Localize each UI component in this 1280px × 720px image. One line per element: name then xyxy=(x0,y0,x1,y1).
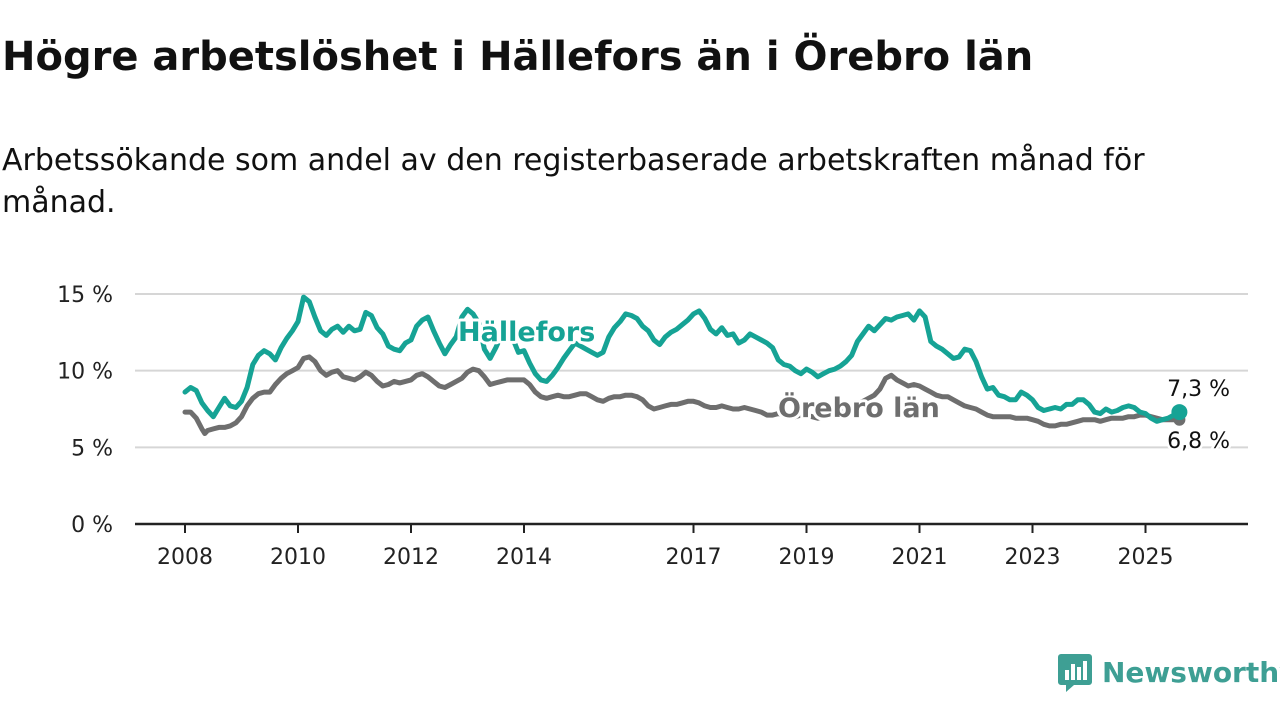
x-tick-label: 2008 xyxy=(157,545,213,570)
series-line-orebro xyxy=(182,354,1182,436)
series-label-orebro: Örebro län xyxy=(778,391,940,424)
series-labels: Hällefors Örebro län 7,3 % 6,8 % xyxy=(455,314,1233,457)
x-tick-label: 2012 xyxy=(383,545,439,570)
end-point-hallefors xyxy=(1171,404,1188,421)
series-label-hallefors: Hällefors xyxy=(458,317,595,348)
x-tick-label: 2023 xyxy=(1005,545,1061,570)
y-tick-label: 0 % xyxy=(71,513,113,538)
x-tick-label: 2010 xyxy=(270,545,326,570)
x-tick-label: 2021 xyxy=(892,545,948,570)
x-tick-label: 2025 xyxy=(1118,545,1174,570)
y-tick-label: 15 % xyxy=(57,283,113,308)
end-label-orebro: 6,8 % xyxy=(1167,429,1230,454)
x-tick-label: 2017 xyxy=(666,545,722,570)
newsworthy-icon xyxy=(1058,654,1092,692)
chart-title: Högre arbetslöshet i Hällefors än i Öreb… xyxy=(2,34,1034,80)
x-tick-label: 2019 xyxy=(779,545,835,570)
brand-name: Newsworthy xyxy=(1102,655,1280,689)
y-axis: 0 % 5 % 10 % 15 % xyxy=(57,283,113,538)
newsworthy-logo: Newsworthy xyxy=(1058,652,1280,692)
x-axis: 2008 2010 2012 2014 2017 2019 2021 2023 2025 xyxy=(135,522,1248,570)
series-lines xyxy=(182,294,1188,436)
y-tick-label: 5 % xyxy=(71,436,113,461)
x-tick-label: 2014 xyxy=(496,545,552,570)
y-tick-label: 10 % xyxy=(57,360,113,385)
end-label-hallefors: 7,3 % xyxy=(1167,377,1230,402)
series-line-hallefors xyxy=(182,294,1182,424)
chart-subtitle: Arbetssökande som andel av den registerb… xyxy=(2,143,1145,220)
